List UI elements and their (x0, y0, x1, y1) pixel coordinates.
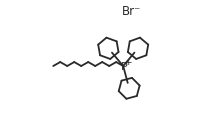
Text: +: + (125, 58, 132, 67)
Text: Br⁻: Br⁻ (121, 5, 141, 18)
Text: P: P (121, 62, 128, 72)
